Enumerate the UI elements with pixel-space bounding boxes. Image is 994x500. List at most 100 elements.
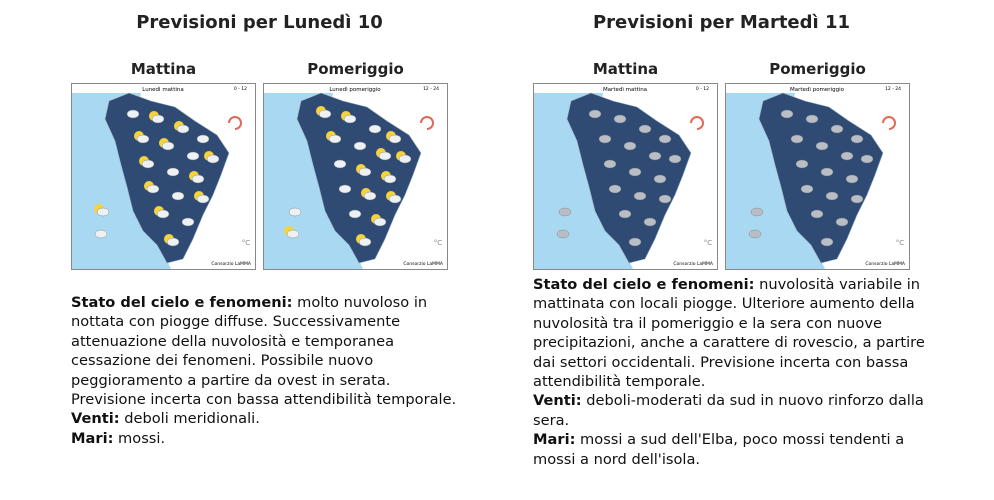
cloud-icon [613,114,627,124]
forecast-map: Lunedì mattina 0 - 12 Consorzio LaMMA °C [71,83,256,270]
day-title: Previsioni per Martedì 11 [592,12,851,33]
description-item: Stato del cielo e fenomeni: nuvolosità v… [533,275,925,391]
item-label: Mari: [71,429,114,447]
map-credit: Consorzio LaMMA [211,261,252,267]
day-column: Previsioni per Lunedì 10 Mattina Lunedì ma… [71,0,471,500]
cloud-icon [378,151,392,161]
map-title: Martedì pomeriggio [790,86,845,93]
cloud-icon [358,167,372,177]
wind-arrow [228,116,242,130]
cloud-icon [638,124,652,134]
cloud-icon [780,109,794,119]
cloud-icon [363,191,377,201]
wind-arrow [882,116,896,130]
cloud-icon [588,109,602,119]
wind-arrow [420,116,434,130]
item-text: nuvolosità variabile in mattinata con lo… [533,276,925,391]
cloud-icon [171,191,185,201]
map-hours: 0 - 12 [234,86,247,92]
cloud-icon [820,167,834,177]
cloud-icon [191,174,205,184]
map-title: Lunedì pomeriggio [329,86,381,93]
cloud-icon [141,159,155,169]
cloud-icon [166,237,180,247]
description-item: Venti: deboli meridionali. [71,409,463,428]
cloud-icon [623,141,637,151]
cloud-icon [860,154,874,164]
cloud-icon [850,194,864,204]
cloud-icon [795,159,809,169]
cloud-icon [790,134,804,144]
day-column: Previsioni per Martedì 11 Mattina Martedì … [533,0,933,500]
cloud-icon [603,159,617,169]
panel-label: Mattina [592,60,659,78]
forecast-map: Lunedì pomeriggio 12 - 24 Consorzio LaMMA °… [263,83,448,270]
item-text: deboli meridionali. [124,410,260,428]
cloud-icon [126,109,140,119]
cloud-icon [338,184,352,194]
cloud-icon [658,134,672,144]
cloud-icon [176,124,190,134]
cloud-icon [628,237,642,247]
map-unit: °C [242,239,251,247]
cloud-icon [825,191,839,201]
wind-arrow [690,116,704,130]
description: Stato del cielo e fenomeni: nuvolosità v… [533,275,925,469]
item-label: Mari: [533,431,576,449]
cloud-icon [643,217,657,227]
cloud-icon [358,237,372,247]
cloud-icon [373,217,387,227]
cloud-icon [805,114,819,124]
item-label: Stato del cielo e fenomeni: [71,294,293,311]
cloud-icon [608,184,622,194]
cloud-icon [353,141,367,151]
forecast-map: Martedì pomeriggio 12 - 24 Consorzio LaMMA… [725,83,910,270]
cloud-icon [166,167,180,177]
cloud-icon [94,229,108,239]
cloud-icon [136,134,150,144]
cloud-icon [820,237,834,247]
map-credit: Consorzio LaMMA [673,261,714,267]
cloud-icon [288,207,302,217]
cloud-icon [598,134,612,144]
cloud-icon [810,209,824,219]
cloud-icon [196,194,210,204]
map-unit: °C [896,239,905,247]
cloud-icon [181,217,195,227]
item-text: mossi a sud dell'Elba, poco mossi tenden… [533,431,905,468]
item-text: deboli-moderati da sud in nuovo rinforzo… [533,392,924,429]
cloud-icon [840,151,854,161]
item-text: mossi. [118,429,166,447]
cloud-icon [206,154,220,164]
cloud-icon [196,134,210,144]
cloud-icon [398,154,412,164]
cloud-icon [388,134,402,144]
cloud-icon [633,191,647,201]
description-item: Venti: deboli-moderati da sud in nuovo r… [533,391,925,430]
forecast-map: Martedì mattina 0 - 12 Consorzio LaMMA °C [533,83,718,270]
panel-label: Pomeriggio [307,60,404,78]
cloud-icon [318,109,332,119]
description-item: Mari: mossi a sud dell'Elba, poco mossi … [533,430,925,469]
map-hours: 0 - 12 [696,86,709,92]
cloud-icon [628,167,642,177]
cloud-icon [845,174,859,184]
cloud-icon [748,229,762,239]
panel-label: Mattina [130,60,197,78]
cloud-icon [186,151,200,161]
cloud-icon [618,209,632,219]
map-unit: °C [434,239,443,247]
cloud-icon [151,114,165,124]
map-title: Martedì mattina [603,86,647,93]
item-label: Stato del cielo e fenomeni: [533,276,755,293]
map-credit: Consorzio LaMMA [865,261,906,267]
cloud-icon [850,134,864,144]
cloud-icon [815,141,829,151]
item-label: Venti: [71,410,120,428]
cloud-icon [653,174,667,184]
item-text: molto nuvoloso in nottata con piogge dif… [71,294,457,409]
cloud-icon [286,229,300,239]
cloud-icon [368,124,382,134]
cloud-icon [146,184,160,194]
